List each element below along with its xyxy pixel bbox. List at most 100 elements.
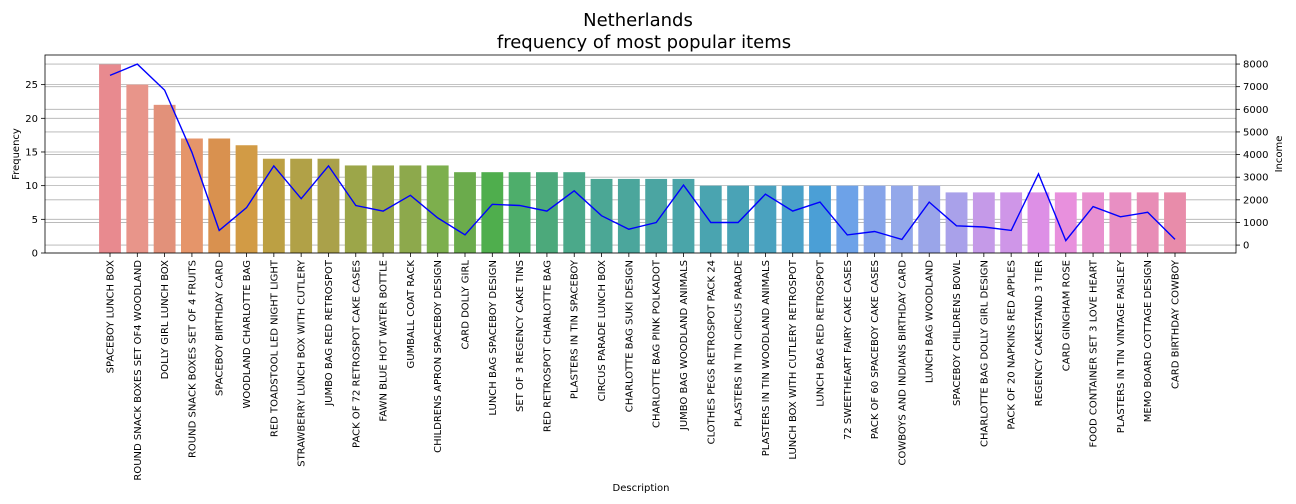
x-tick-label: COWBOYS AND INDIANS BIRTHDAY CARD	[897, 260, 908, 466]
bar	[672, 178, 695, 253]
bar	[563, 172, 586, 253]
bar	[426, 165, 449, 253]
bar	[1136, 192, 1159, 253]
bar	[317, 158, 340, 253]
y2-tick-label: 8000	[1243, 60, 1268, 71]
x-tick-label: WOODLAND CHARLOTTE BAG	[242, 260, 253, 409]
y-tick-label: 20	[25, 114, 38, 125]
y2-tick-label: 2000	[1243, 195, 1268, 206]
x-axis: SPACEBOY LUNCH BOX ROUND SNACK BOXES SET …	[106, 253, 1182, 481]
x-tick-label: JUMBO BAG RED RETROSPOT	[324, 259, 335, 407]
x-tick-label: CARD DOLLY GIRL	[461, 260, 472, 350]
x-tick-label: PLASTERS IN TIN WOODLAND ANIMALS	[761, 260, 772, 456]
x-tick-label: MEMO BOARD COTTAGE DESIGN	[1143, 260, 1154, 422]
x-axis-label: Description	[613, 483, 670, 494]
bar	[399, 165, 422, 253]
y2-tick-label: 4000	[1243, 150, 1268, 161]
income-line	[109, 63, 1176, 242]
x-tick-label: ROUND SNACK BOXES SET OF4 WOODLAND	[133, 260, 144, 481]
x-tick-label: PACK OF 72 RETROSPOT CAKE CASES	[351, 260, 362, 448]
bar	[262, 158, 285, 253]
bar	[972, 192, 995, 253]
x-tick-label: JUMBO BAG WOODLAND ANIMALS	[679, 260, 690, 431]
bar	[344, 165, 367, 253]
y-tick-label: 25	[25, 80, 38, 91]
bar	[836, 185, 859, 253]
y-tick-label: 0	[32, 249, 38, 260]
x-tick-label: CARD BIRTHDAY COWBOY	[1171, 259, 1182, 389]
x-tick-label: LUNCH BAG WOODLAND	[925, 260, 936, 383]
x-tick-label: GUMBALL COAT RACK	[406, 260, 417, 369]
x-tick-label: ROUND SNACK BOXES SET OF 4 FRUITS	[187, 260, 198, 458]
x-tick-label: RED TOADSTOOL LED NIGHT LIGHT	[269, 259, 280, 437]
bar	[208, 138, 231, 253]
x-tick-label: SPACEBOY BIRTHDAY CARD	[215, 260, 226, 396]
income-line-group	[109, 63, 1176, 242]
x-tick-label: SET OF 3 REGENCY CAKE TINS	[515, 260, 526, 412]
bar	[99, 64, 121, 253]
bar	[481, 172, 504, 253]
bar	[153, 104, 176, 253]
bar	[454, 172, 476, 253]
bar	[1164, 192, 1186, 253]
x-tick-label: PACK OF 20 NAPKINS RED APPLES	[1007, 260, 1018, 430]
x-tick-label: CHARLOTTE BAG DOLLY GIRL DESIGN	[979, 260, 990, 447]
bar	[863, 185, 886, 253]
plot-frame	[44, 54, 1237, 254]
y2-tick-label: 5000	[1243, 127, 1268, 138]
y-axis-right: 0 1000 2000 3000 4000 5000 6000 7000 8000	[1236, 60, 1268, 252]
bar	[645, 178, 668, 253]
y-axis-label: Frequency	[11, 128, 22, 180]
y-tick-label: 5	[32, 215, 38, 226]
bar	[809, 185, 831, 253]
y-tick-label: 10	[25, 181, 38, 192]
x-tick-label: LUNCH BOX WITH CUTLERY RETROSPOT	[788, 259, 799, 459]
x-tick-label: PLASTERS IN TIN VINTAGE PAISLEY	[1116, 259, 1127, 433]
x-tick-label: RED RETROSPOT CHARLOTTE BAG	[542, 260, 553, 432]
bar	[1054, 192, 1077, 253]
x-tick-label: PLASTERS IN TIN SPACEBOY	[570, 259, 581, 399]
bar	[781, 185, 804, 253]
x-tick-label: CARD GINGHAM ROSE	[1061, 260, 1072, 371]
bar	[1000, 192, 1023, 253]
y2-tick-label: 1000	[1243, 218, 1268, 229]
x-tick-label: PACK OF 60 SPACEBOY CAKE CASES	[870, 260, 881, 439]
bar	[1082, 192, 1104, 253]
x-tick-label: DOLLY GIRL LUNCH BOX	[160, 260, 171, 380]
x-tick-label: REGENCY CAKESTAND 3 TIER	[1034, 260, 1045, 406]
y-axis-left: 0 5 10 15 20 25	[25, 80, 45, 260]
y-tick-label: 15	[25, 147, 38, 158]
bar	[290, 158, 313, 253]
x-tick-label: SPACEBOY CHILDRENS BOWL	[952, 260, 963, 406]
x-tick-label: FOOD CONTAINER SET 3 LOVE HEART	[1089, 259, 1100, 447]
x-tick-label: 72 SWEETHEART FAIRY CAKE CASES	[843, 260, 854, 440]
bar	[918, 185, 941, 253]
bar	[508, 172, 531, 253]
bar	[727, 185, 749, 253]
x-tick-label: CHARLOTTE BAG SUKI DESIGN	[624, 260, 635, 412]
x-tick-label: LUNCH BAG SPACEBOY DESIGN	[488, 260, 499, 416]
x-tick-label: SPACEBOY LUNCH BOX	[106, 260, 117, 373]
bar	[945, 192, 968, 253]
bars	[99, 64, 1186, 253]
bar	[235, 145, 258, 253]
x-tick-label: PLASTERS IN TIN CIRCUS PARADE	[734, 260, 745, 427]
chart-subtitle: frequency of most popular items	[497, 32, 791, 53]
y2-tick-label: 3000	[1243, 173, 1268, 184]
bar	[754, 185, 777, 253]
x-tick-label: CIRCUS PARADE LUNCH BOX	[597, 260, 608, 401]
x-tick-label: CLOTHES PEGS RETROSPOT PACK 24	[706, 260, 717, 444]
y2-axis-label: Income	[1274, 136, 1285, 173]
y2-tick-label: 6000	[1243, 105, 1268, 116]
x-tick-label: FAWN BLUE HOT WATER BOTTLE	[379, 260, 390, 422]
bar	[1109, 192, 1132, 253]
y2-tick-label: 0	[1243, 241, 1249, 252]
bar	[536, 172, 558, 253]
bar	[891, 185, 913, 253]
bar	[126, 84, 149, 253]
chart-title: Netherlands	[583, 10, 693, 31]
y2-tick-label: 7000	[1243, 82, 1268, 93]
bar	[617, 178, 640, 253]
bar	[699, 185, 722, 253]
